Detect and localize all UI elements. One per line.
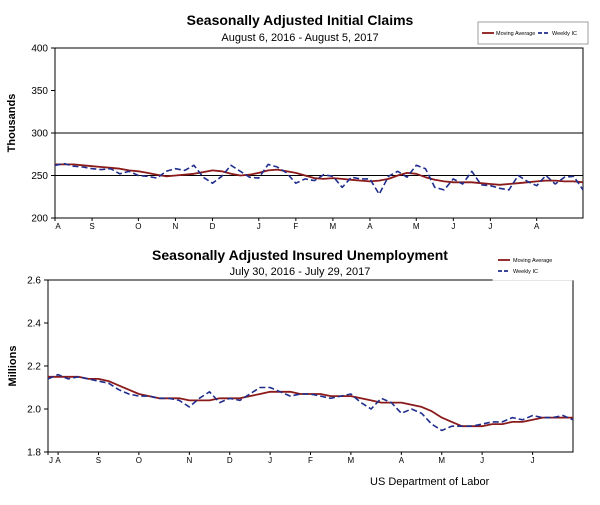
- chart-2-xtick-label: J: [480, 456, 484, 465]
- chart-2-moving-average-line: [48, 375, 573, 428]
- chart-1-xtick-label: A: [367, 222, 373, 231]
- source-footer: US Department of Labor: [370, 476, 490, 488]
- chart-2-weekly-line: [47, 373, 574, 432]
- chart-2-ytick-label: 2.0: [27, 405, 41, 416]
- chart-1-xtick-label: M: [330, 222, 337, 231]
- chart-2-xtick-label: D: [227, 456, 233, 465]
- chart-1-ytick-label: 400: [31, 44, 48, 55]
- chart-2-plot-frame: [47, 279, 574, 453]
- chart-2-xtick-label: A: [55, 456, 61, 465]
- chart-2-ytick-label: 2.6: [27, 276, 41, 287]
- chart-1-ytick-label: 250: [31, 171, 48, 182]
- chart-1-legend-weekly-label: Weekly IC: [552, 31, 577, 37]
- chart-1-xtick-label: D: [210, 222, 216, 231]
- chart-2-xtick-label: N: [186, 456, 192, 465]
- chart-2-legend: Moving Average Weekly IC: [492, 251, 574, 281]
- chart-1-subtitle: August 6, 2016 - August 5, 2017: [221, 32, 378, 44]
- chart-1-legend-ma-label: Moving Average: [496, 31, 535, 37]
- chart-2-legend-box: [492, 251, 574, 281]
- chart-1-weekly-line: [54, 162, 584, 195]
- chart-2-legend-ma-label: Moving Average: [513, 258, 552, 264]
- chart-initial-claims: Seasonally Adjusted Initial Claims Augus…: [6, 12, 589, 231]
- chart-2-subtitle: July 30, 2016 - July 29, 2017: [230, 266, 371, 278]
- chart-2-ytick-label: 1.8: [27, 448, 41, 459]
- chart-2-xtick-label: A: [399, 456, 405, 465]
- chart-1-xtick-label: A: [55, 222, 61, 231]
- chart-1-xtick-label: J: [488, 222, 492, 231]
- chart-1-xtick-label: M: [413, 222, 420, 231]
- chart-2-title: Seasonally Adjusted Insured Unemployment: [152, 247, 448, 263]
- chart-1-xtick-label: F: [293, 222, 298, 231]
- chart-1-ytick-label: 300: [31, 129, 48, 140]
- chart-1-moving-average-line: [55, 163, 584, 186]
- chart-1-legend: Moving Average Weekly IC: [477, 21, 589, 45]
- chart-2-xtick-label: M: [348, 456, 355, 465]
- chart-2-ytick-label: 2.2: [27, 362, 41, 373]
- chart-1-xtick-label: N: [173, 222, 179, 231]
- chart-2-ylabel: Millions: [7, 346, 19, 387]
- chart-2-xtick-label: J: [49, 456, 53, 465]
- chart-2-xtick-label: F: [308, 456, 313, 465]
- chart-1-ytick-label: 200: [31, 214, 48, 225]
- chart-1-xtick-label: J: [257, 222, 261, 231]
- chart-1-xtick-label: S: [89, 222, 94, 231]
- chart-2-ytick-label: 2.4: [27, 319, 41, 330]
- chart-1-ytick-label: 350: [31, 86, 48, 97]
- chart-2-xtick-label: M: [438, 456, 445, 465]
- chart-1-ylabel: Thousands: [6, 94, 18, 153]
- chart-2-legend-weekly-label: Weekly IC: [513, 269, 538, 275]
- chart-2-xtick-label: O: [136, 456, 142, 465]
- chart-insured-unemployment: Seasonally Adjusted Insured Unemployment…: [7, 247, 574, 465]
- chart-2-xtick-label: J: [268, 456, 272, 465]
- chart-1-xtick-label: A: [534, 222, 540, 231]
- chart-2-xtick-label: J: [531, 456, 535, 465]
- chart-1-xtick-label: O: [135, 222, 141, 231]
- chart-1-title: Seasonally Adjusted Initial Claims: [187, 12, 414, 28]
- chart-2-xtick-label: S: [96, 456, 101, 465]
- chart-1-xtick-label: J: [451, 222, 455, 231]
- chart-1-legend-box: [477, 21, 589, 45]
